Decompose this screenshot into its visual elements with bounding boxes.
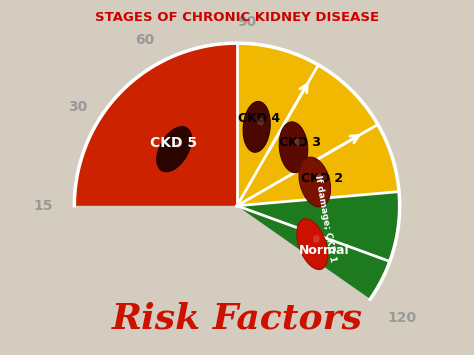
Ellipse shape xyxy=(257,118,264,126)
Wedge shape xyxy=(237,192,400,261)
Wedge shape xyxy=(237,206,390,299)
Text: STAGES OF CHRONIC KIDNEY DISEASE: STAGES OF CHRONIC KIDNEY DISEASE xyxy=(95,11,379,24)
Text: Normal: Normal xyxy=(299,244,349,257)
Text: Risk Factors: Risk Factors xyxy=(111,302,363,336)
Ellipse shape xyxy=(294,138,301,146)
Ellipse shape xyxy=(313,235,320,243)
Text: 15: 15 xyxy=(34,199,53,213)
Text: CKD 2: CKD 2 xyxy=(301,172,343,185)
Ellipse shape xyxy=(279,122,308,173)
Text: If damage; CKD 1: If damage; CKD 1 xyxy=(313,174,337,262)
Wedge shape xyxy=(237,125,399,206)
Ellipse shape xyxy=(316,173,323,181)
Text: CKD 3: CKD 3 xyxy=(279,136,321,149)
Text: 90: 90 xyxy=(237,15,256,29)
Wedge shape xyxy=(237,65,378,206)
Wedge shape xyxy=(237,43,319,206)
Ellipse shape xyxy=(175,141,182,148)
Text: 120: 120 xyxy=(388,311,417,325)
Text: 60: 60 xyxy=(136,33,155,47)
Text: CKD 5: CKD 5 xyxy=(150,136,197,149)
Ellipse shape xyxy=(243,102,270,152)
Wedge shape xyxy=(74,43,237,206)
Ellipse shape xyxy=(299,157,330,207)
Text: 30: 30 xyxy=(68,100,87,114)
Text: CKD 4: CKD 4 xyxy=(237,113,280,125)
Ellipse shape xyxy=(297,219,328,269)
Ellipse shape xyxy=(157,127,191,172)
